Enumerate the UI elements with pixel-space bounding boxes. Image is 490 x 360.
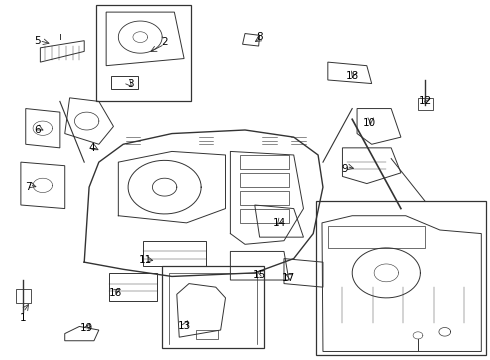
- Text: 19: 19: [80, 323, 93, 333]
- Text: 8: 8: [256, 32, 263, 42]
- Bar: [162, 266, 265, 348]
- Bar: [240, 173, 289, 187]
- Text: 17: 17: [282, 273, 295, 283]
- Text: 5: 5: [35, 36, 41, 46]
- Bar: [240, 208, 289, 223]
- Text: 15: 15: [253, 270, 266, 280]
- Text: 11: 11: [139, 255, 152, 265]
- Text: 14: 14: [272, 218, 286, 228]
- Text: 13: 13: [177, 321, 191, 332]
- Bar: [418, 98, 433, 111]
- Text: 6: 6: [35, 125, 41, 135]
- Text: 12: 12: [418, 96, 432, 107]
- Text: 4: 4: [88, 143, 95, 153]
- Text: 10: 10: [363, 118, 376, 128]
- Bar: [16, 289, 30, 303]
- Text: 18: 18: [345, 71, 359, 81]
- Bar: [316, 202, 486, 355]
- Text: 16: 16: [109, 288, 122, 297]
- Bar: [328, 226, 425, 248]
- Text: 9: 9: [342, 164, 348, 174]
- Bar: [97, 5, 192, 102]
- Text: 2: 2: [161, 37, 168, 48]
- Text: 1: 1: [20, 312, 26, 323]
- Bar: [240, 155, 289, 169]
- Text: 3: 3: [127, 78, 134, 89]
- Bar: [240, 191, 289, 205]
- Text: 7: 7: [25, 182, 31, 192]
